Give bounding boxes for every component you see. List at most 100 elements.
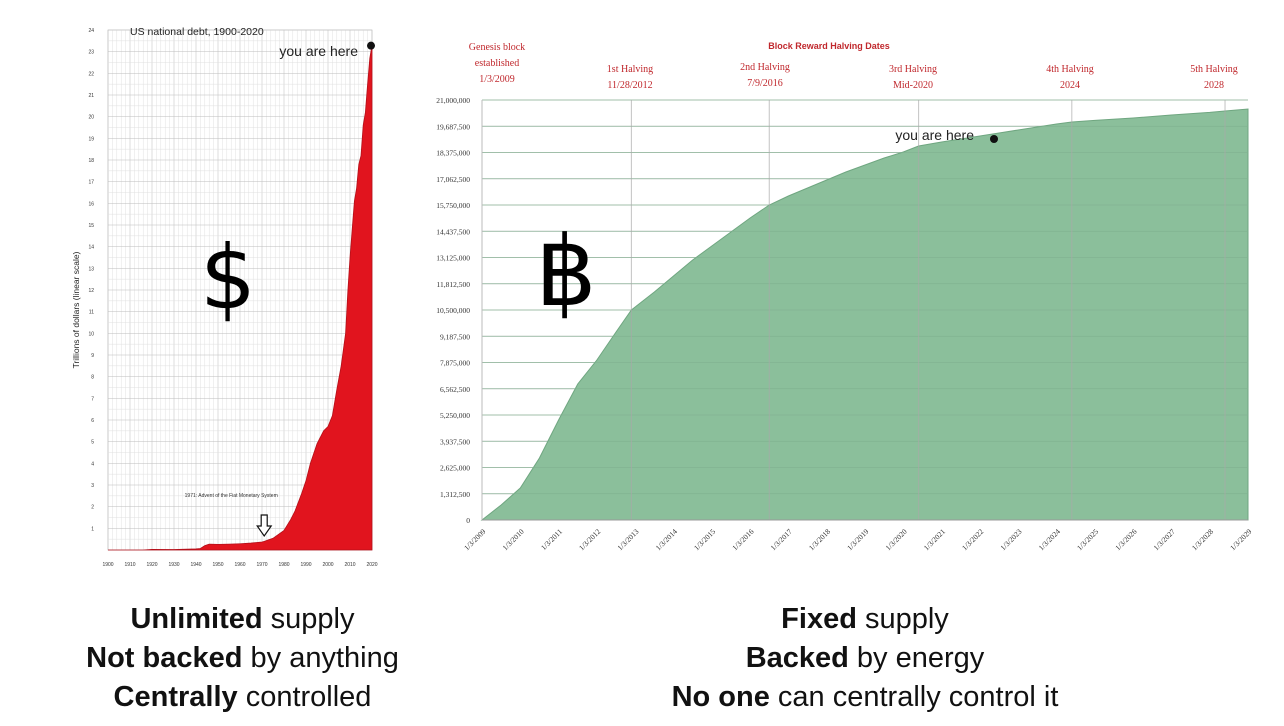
y-tick-label: 1 <box>91 526 94 532</box>
caption-line: Not backed by anything <box>86 642 399 674</box>
x-tick-label: 1/3/2022 <box>960 527 985 552</box>
y-tick-label: 21 <box>88 93 94 99</box>
chart-title: US national debt, 1900-2020 <box>130 26 264 38</box>
y-tick-label: 10,500,000 <box>436 306 470 315</box>
caption-line: Fixed supply <box>781 603 949 635</box>
bitcoin-supply-chart: 0 1,312,500 2,625,000 3,937,500 5,250,000 6,5… <box>400 0 1284 600</box>
you-are-here-label: you are here <box>279 43 358 59</box>
x-tick-label: 1/3/2029 <box>1228 527 1253 552</box>
x-tick-label: 1920 <box>146 562 157 568</box>
x-tick-label: 1900 <box>102 562 113 568</box>
y-tick-label: 14,437,500 <box>436 227 470 236</box>
x-tick-label: 1910 <box>124 562 135 568</box>
y-tick-label: 1,312,500 <box>440 490 470 499</box>
x-tick-label: 1/3/2027 <box>1152 527 1177 552</box>
y-tick-label: 24 <box>88 28 94 34</box>
y-tick-label: 5,250,000 <box>440 411 470 420</box>
y-tick-label: 14 <box>88 245 94 251</box>
x-tick-label: 1970 <box>256 562 267 568</box>
y-tick-label: 21,000,000 <box>436 96 470 105</box>
y-tick-label: 10 <box>88 331 94 337</box>
x-tick-label: 1/3/2020 <box>883 527 908 552</box>
y-tick-label: 5 <box>91 440 94 446</box>
halving-label: 11/28/2012 <box>607 80 652 91</box>
y-tick-label: 11,812,500 <box>437 280 471 289</box>
x-tick-label: 1/3/2009 <box>462 527 487 552</box>
y-tick-label: 9,187,500 <box>440 332 470 341</box>
y-tick-label: 15 <box>88 223 94 229</box>
x-tick-label: 1/3/2017 <box>769 527 794 552</box>
y-tick-label: 22 <box>88 71 94 77</box>
bitcoin-symbol: ฿ <box>535 216 596 328</box>
y-tick-label: 13 <box>88 266 94 272</box>
debt-area <box>108 45 373 551</box>
halving-label: 5th Halving <box>1190 64 1238 75</box>
x-tick-label: 1/3/2026 <box>1113 527 1138 552</box>
down-arrow-icon <box>256 514 273 538</box>
x-tick-label: 1/3/2021 <box>922 527 947 552</box>
x-tick-label: 1/3/2028 <box>1190 527 1215 552</box>
y-tick-label: 3,937,500 <box>440 437 470 446</box>
y-tick-label: 18,375,000 <box>436 149 470 158</box>
y-tick-label: 2,625,000 <box>440 464 470 473</box>
dollar-symbol: $ <box>200 226 256 329</box>
y-tick-label: 6,562,500 <box>440 385 470 394</box>
y-tick-label: 6 <box>91 418 94 424</box>
y-tick-label: 15,750,000 <box>436 201 470 210</box>
y-tick-label: 2 <box>91 505 94 511</box>
halving-label: 2024 <box>1060 80 1080 91</box>
y-tick-label: 19,687,500 <box>436 122 470 131</box>
y-tick-label: 3 <box>91 483 94 489</box>
halving-label: established <box>475 58 519 69</box>
halving-label: 1/3/2009 <box>479 74 515 85</box>
halving-label: 2028 <box>1204 80 1224 91</box>
y-tick-label: 20 <box>88 115 94 121</box>
x-tick-label: 1950 <box>212 562 223 568</box>
fiat-annotation: 1971: Advent of the Fiat Monetary System <box>185 493 278 538</box>
caption-line: Backed by energy <box>745 642 985 674</box>
us-debt-svg: 1234567891011121314151617181920212223241… <box>71 26 378 568</box>
y-tick-label: 17 <box>88 180 94 186</box>
y-tick-label: 7,875,000 <box>440 359 470 368</box>
halving-label: 1st Halving <box>607 64 653 75</box>
y-tick-label: 12 <box>88 288 94 294</box>
bitcoin-supply-svg: 0 1,312,500 2,625,000 3,937,500 5,250,000 6,5… <box>436 41 1253 552</box>
x-tick-label: 2020 <box>366 562 377 568</box>
x-tick-label: 1/3/2010 <box>500 527 525 552</box>
y-tick-label: 11 <box>89 310 94 316</box>
x-tick-label: 1/3/2018 <box>807 527 832 552</box>
x-tick-label: 1/3/2011 <box>539 527 564 552</box>
y-tick-label: 9 <box>91 353 94 359</box>
y-tick-label: 16 <box>88 201 94 207</box>
bitcoin-supply-area <box>480 108 1249 521</box>
y-tick-label: 4 <box>91 461 94 467</box>
fiat-annotation-text: 1971: Advent of the Fiat Monetary System <box>185 493 278 499</box>
x-tick-label: 1/3/2023 <box>998 527 1023 552</box>
x-tick-label: 1940 <box>190 562 201 568</box>
us-debt-chart: 1 2 3 4 5 6 7 8 9 10 11 12 13 14 15 16 17 18 19 20 21 22 23 24 1… <box>0 0 400 600</box>
caption-line: Centrally controlled <box>113 681 372 713</box>
halving-label: Mid-2020 <box>893 80 933 91</box>
x-tick-label: 1990 <box>300 562 311 568</box>
x-tick-label: 1/3/2014 <box>654 527 679 552</box>
chart-title: Block Reward Halving Dates <box>768 41 890 51</box>
x-tick-label: 1/3/2024 <box>1037 527 1062 552</box>
caption-line: Unlimited supply <box>130 603 355 635</box>
y-tick-label: 7 <box>91 396 94 402</box>
x-tick-label: 1930 <box>168 562 179 568</box>
x-tick-label: 1/3/2025 <box>1075 527 1100 552</box>
halving-label: 4th Halving <box>1046 64 1094 75</box>
halving-label: 3rd Halving <box>889 64 937 75</box>
y-tick-label: 18 <box>88 158 94 164</box>
x-tick-label: 2000 <box>322 562 333 568</box>
x-tick-label: 1/3/2015 <box>692 527 717 552</box>
x-tick-label: 2010 <box>344 562 355 568</box>
y-tick-label: 13,125,000 <box>436 254 470 263</box>
caption-line: No one can centrally control it <box>671 681 1059 713</box>
halving-label: Genesis block <box>469 42 525 53</box>
halving-label: 7/9/2016 <box>747 78 783 89</box>
x-tick-label: 1960 <box>234 562 245 568</box>
x-tick-label: 1980 <box>278 562 289 568</box>
y-axis-label: Trillions of dollars (linear scale) <box>71 251 81 368</box>
x-tick-label: 1/3/2016 <box>730 527 755 552</box>
